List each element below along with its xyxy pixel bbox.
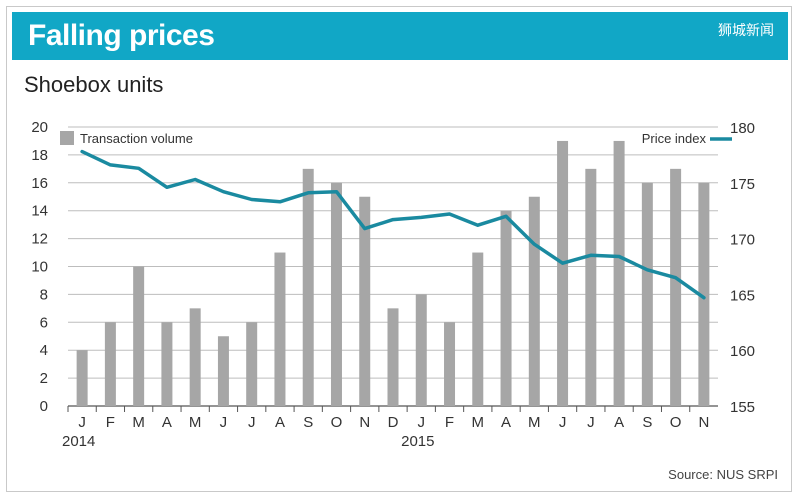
left-tick-label: 12 — [31, 231, 48, 248]
right-tick-label: 175 — [730, 176, 755, 193]
bar — [189, 308, 201, 406]
bar-series — [76, 140, 710, 406]
bar — [500, 210, 512, 406]
bar — [585, 168, 597, 406]
left-tick-label: 0 — [40, 398, 48, 415]
title-banner: Falling prices 狮城新闻 — [12, 12, 788, 60]
month-label: D — [388, 414, 399, 431]
bar — [274, 252, 286, 406]
month-label: A — [275, 414, 285, 431]
bar — [359, 196, 371, 406]
bar — [302, 168, 314, 406]
line-series — [80, 149, 706, 300]
right-tick-label: 170 — [730, 232, 755, 249]
bar — [330, 182, 342, 406]
month-label: S — [642, 414, 652, 431]
legend-label: Price index — [642, 131, 707, 146]
month-label: J — [248, 414, 256, 431]
year-label: 2014 — [62, 433, 95, 450]
month-label: J — [587, 414, 595, 431]
legend-price-index: Price index — [642, 131, 732, 146]
legend-transaction-volume: Transaction volume — [60, 131, 193, 146]
source-note: Source: NUS SRPI — [668, 467, 778, 482]
left-tick-label: 2 — [40, 370, 48, 387]
legend-label: Transaction volume — [80, 131, 193, 146]
left-tick-label: 16 — [31, 175, 48, 192]
bar — [641, 182, 653, 406]
month-label: J — [418, 414, 426, 431]
legend-bar-swatch — [60, 131, 74, 145]
bar — [472, 252, 484, 406]
bar — [528, 196, 540, 406]
bar — [133, 266, 145, 406]
left-axis-ticks: 0 2 4 6 8 10 12 14 16 18 20 — [31, 119, 48, 415]
month-label: O — [670, 414, 682, 431]
bar — [670, 168, 682, 406]
month-label: O — [331, 414, 343, 431]
month-label: N — [698, 414, 709, 431]
bar — [104, 322, 116, 406]
month-label: A — [501, 414, 511, 431]
bar — [76, 350, 88, 406]
right-tick-label: 155 — [730, 399, 755, 416]
bar — [161, 322, 173, 406]
bar — [217, 336, 229, 406]
month-label: N — [359, 414, 370, 431]
left-tick-label: 20 — [31, 119, 48, 136]
right-tick-label: 160 — [730, 343, 755, 360]
left-tick-label: 14 — [31, 203, 48, 220]
chart-title: Falling prices — [28, 19, 215, 52]
price-index-line — [80, 149, 706, 300]
bar — [415, 294, 427, 406]
watermark: 狮城新闻 — [718, 23, 774, 39]
right-tick-label: 165 — [730, 287, 755, 304]
left-tick-label: 6 — [40, 314, 48, 331]
month-label: M — [132, 414, 145, 431]
bar — [246, 322, 258, 406]
bar — [557, 140, 569, 406]
year-label: 2015 — [401, 433, 434, 450]
month-label: J — [220, 414, 228, 431]
month-label: F — [445, 414, 454, 431]
chart-subtitle: Shoebox units — [24, 72, 164, 97]
month-label: A — [614, 414, 624, 431]
left-tick-label: 18 — [31, 147, 48, 164]
month-label: M — [528, 414, 541, 431]
bar — [698, 182, 710, 406]
month-label: J — [559, 414, 567, 431]
month-label: M — [189, 414, 202, 431]
bar — [613, 140, 625, 406]
month-label: J — [78, 414, 86, 431]
month-label: A — [162, 414, 172, 431]
month-label: M — [472, 414, 485, 431]
month-label: F — [106, 414, 115, 431]
month-label: S — [303, 414, 313, 431]
bar — [387, 308, 399, 406]
left-tick-label: 8 — [40, 286, 48, 303]
left-tick-label: 4 — [40, 342, 48, 359]
right-axis-ticks: 155 160 165 170 175 180 — [730, 120, 755, 416]
bar — [444, 322, 456, 406]
right-tick-label: 180 — [730, 120, 755, 137]
left-tick-label: 10 — [31, 259, 48, 276]
